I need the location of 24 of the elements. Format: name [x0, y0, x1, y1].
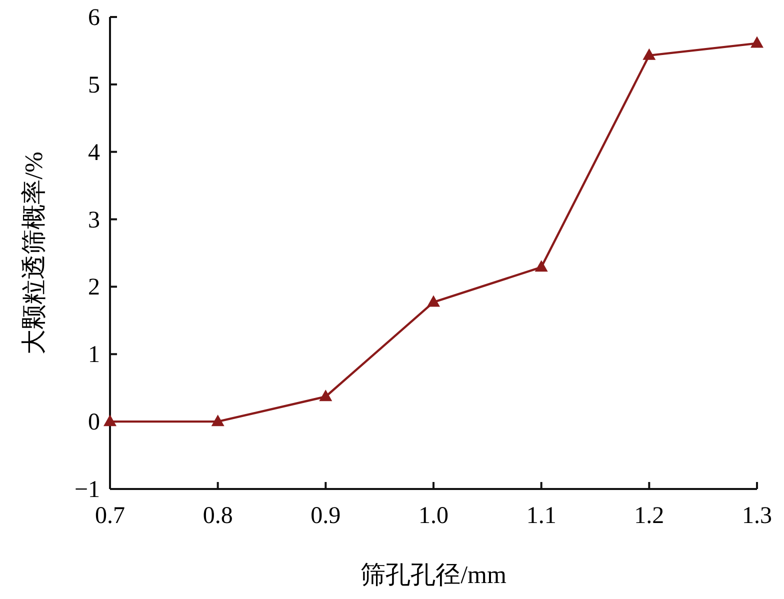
y-tick-label: 2 — [88, 274, 100, 301]
x-tick-label: 0.7 — [95, 503, 125, 529]
x-tick-label: 1.3 — [742, 503, 772, 529]
point — [642, 48, 656, 60]
y-axis-title: 大颗粒透筛概率/% — [20, 152, 48, 354]
y-tick-label: 1 — [88, 342, 100, 368]
x-tick-label: 0.8 — [202, 503, 233, 529]
x-tick-label: 1.0 — [418, 503, 448, 529]
y-tick-label: −1 — [74, 477, 100, 503]
y-tick-label: 5 — [88, 72, 100, 98]
x-axis-title: 筛孔孔径/mm — [360, 562, 507, 589]
y-tick-label: 6 — [88, 5, 100, 31]
point — [211, 414, 224, 426]
x-tick-label: 1.1 — [526, 503, 556, 529]
point — [427, 295, 440, 307]
y-tick-label: 3 — [88, 207, 100, 234]
point — [534, 260, 548, 272]
point — [319, 390, 332, 402]
y-tick-label: 0 — [88, 410, 100, 436]
point — [750, 36, 764, 48]
point — [104, 414, 116, 426]
x-tick-label: 1.2 — [634, 503, 664, 529]
y-tick-label: 4 — [88, 140, 100, 166]
x-tick-label: 0.9 — [310, 503, 341, 529]
